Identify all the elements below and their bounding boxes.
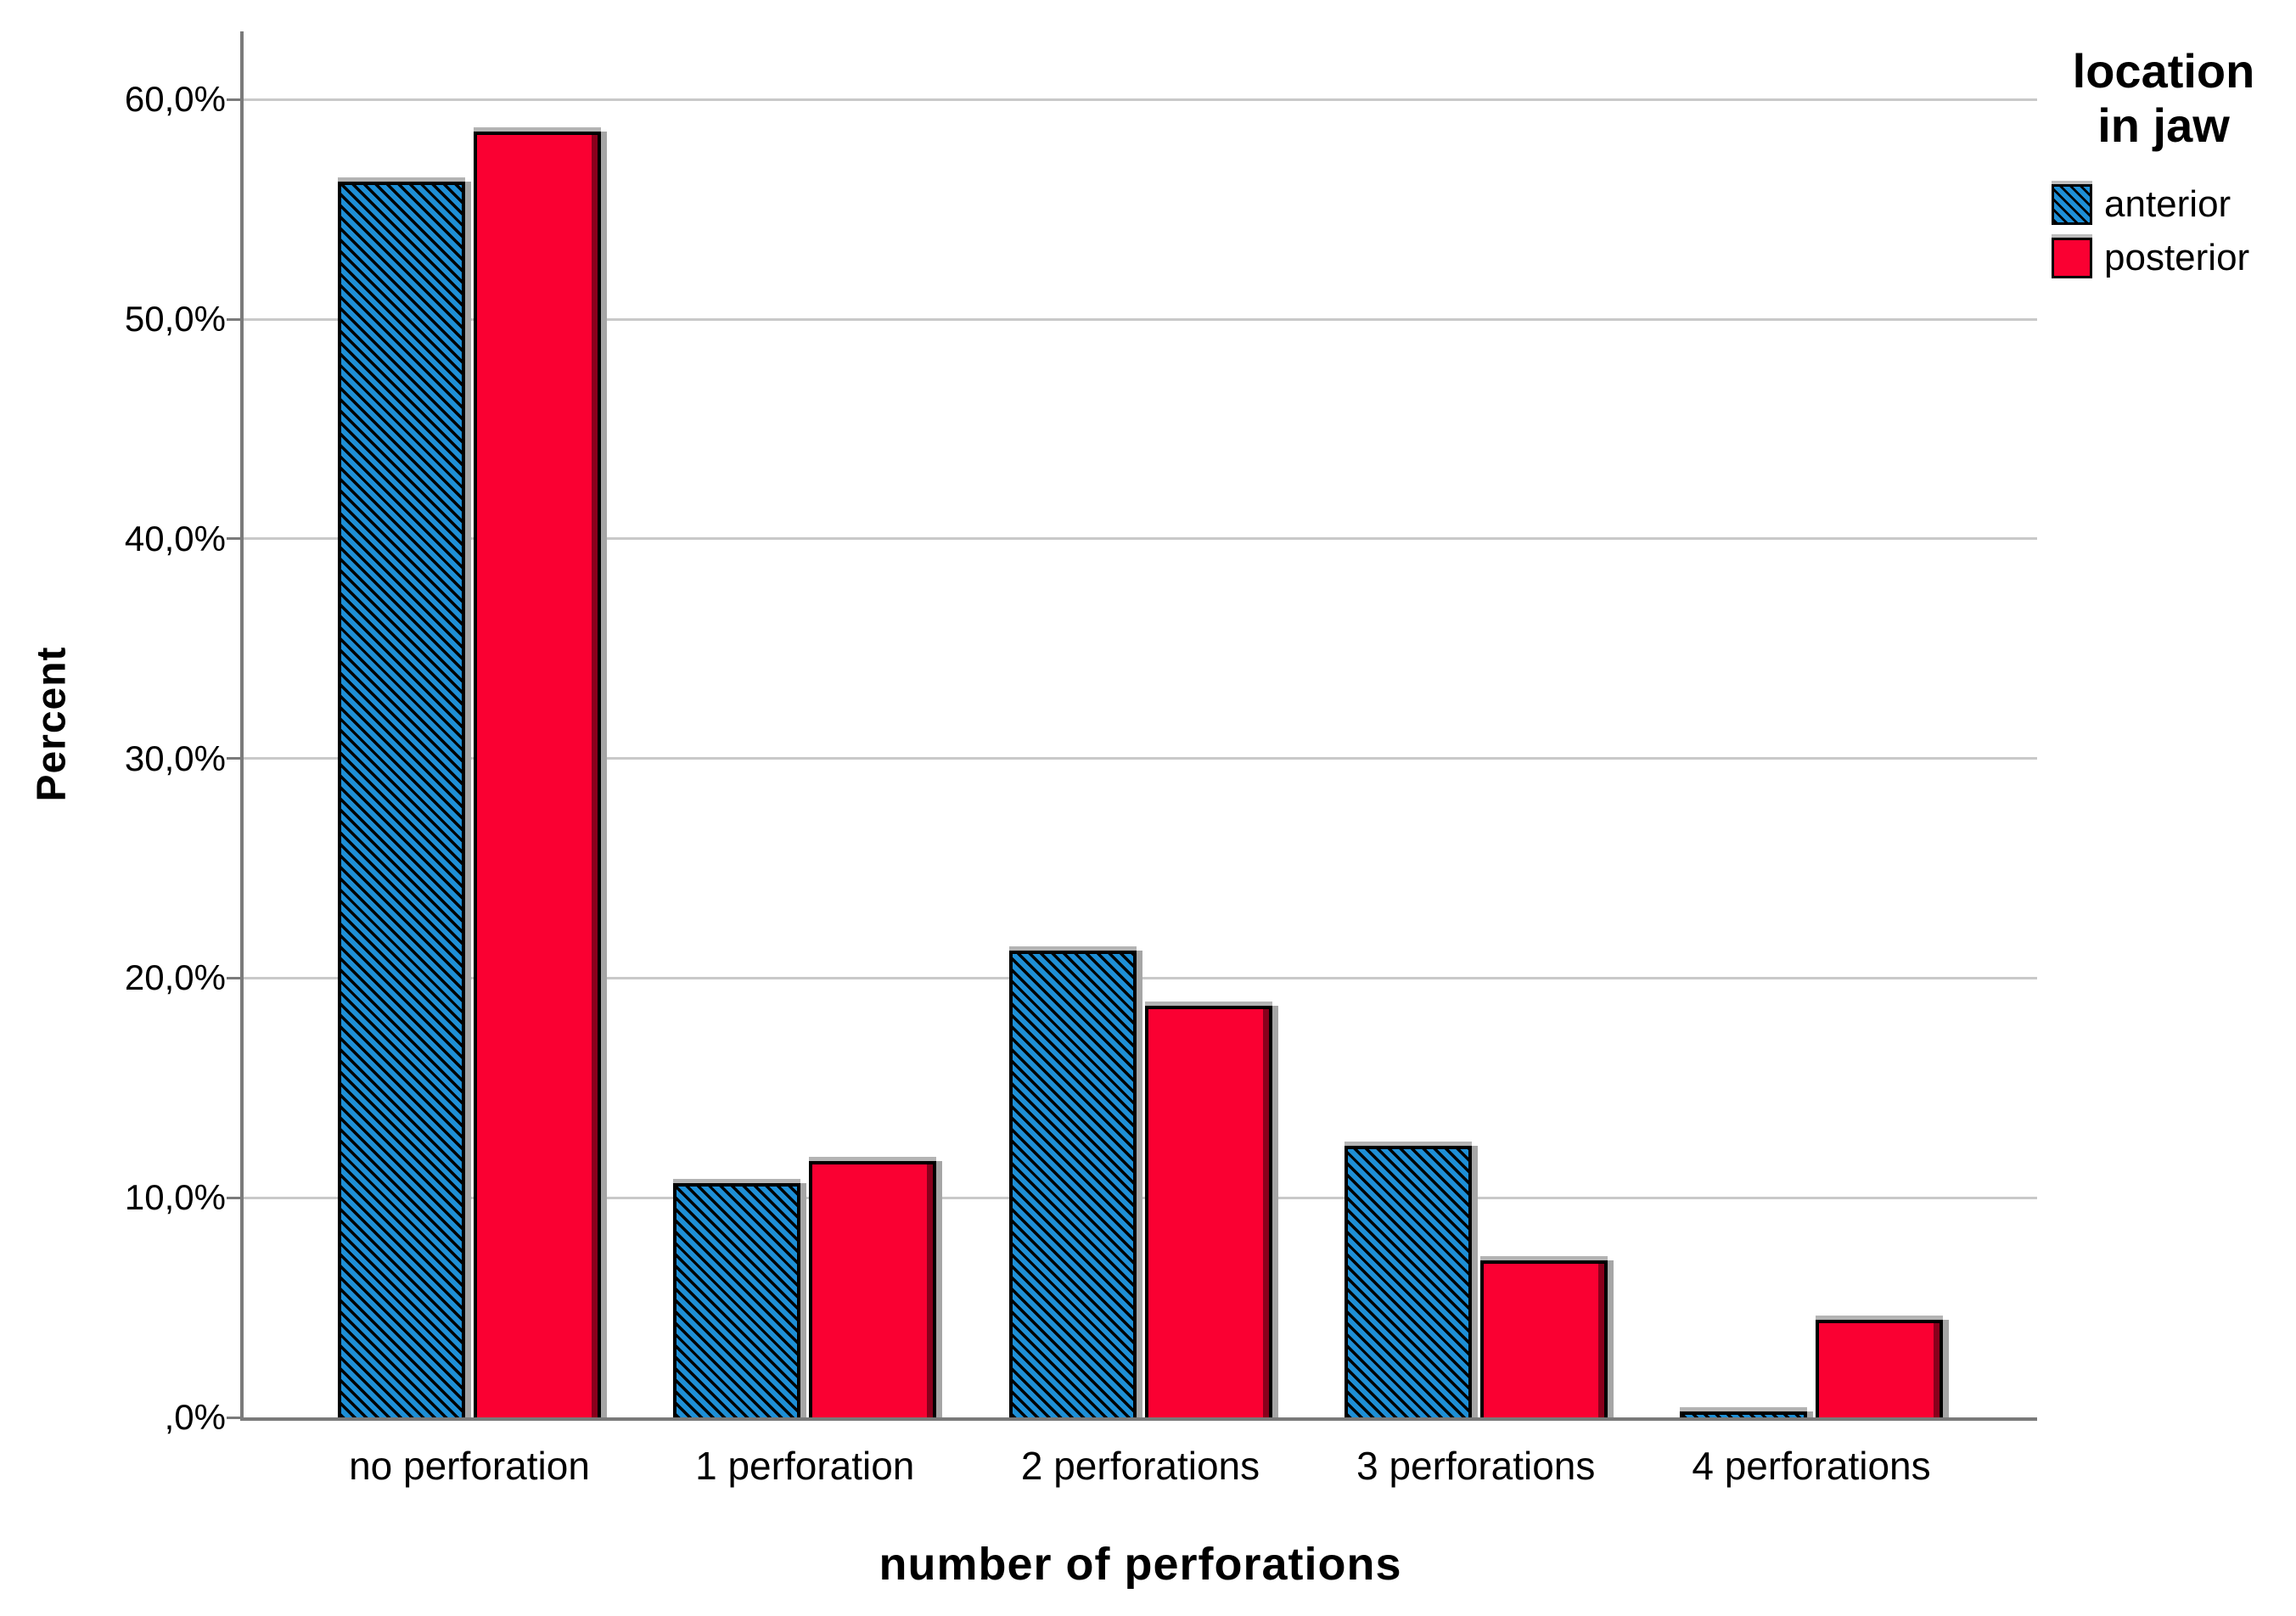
bar-anterior-1-perforation <box>673 1183 801 1417</box>
y-tick-label-60: 60,0% <box>124 79 226 120</box>
x-tick-label-no-perforation: no perforation <box>349 1444 590 1488</box>
bar-posterior-no-perforation <box>474 131 601 1417</box>
bar-posterior-2-perforations <box>1144 1005 1272 1417</box>
bar-posterior-3-perforations <box>1479 1260 1608 1417</box>
legend-item-posterior: posterior <box>2052 238 2288 278</box>
y-axis-title: Percent <box>29 646 75 802</box>
legend-title: location in jaw <box>2040 44 2288 153</box>
legend-label-anterior: anterior <box>2104 183 2231 225</box>
y-tick-60 <box>227 98 240 101</box>
y-tick-10 <box>227 1196 240 1199</box>
y-tick-label-20: 20,0% <box>124 957 226 998</box>
gridline-30 <box>244 757 2037 760</box>
y-tick-label-10: 10,0% <box>124 1177 226 1218</box>
y-tick-20 <box>227 976 240 979</box>
gridline-10 <box>244 1196 2037 1199</box>
bar-anterior-4-perforations <box>1680 1411 1807 1417</box>
gridline-20 <box>244 976 2037 979</box>
y-tick-label-50: 50,0% <box>124 299 226 339</box>
bar-anterior-no-perforation <box>338 182 465 1417</box>
gridline-40 <box>244 537 2037 541</box>
legend-title-line2: in jaw <box>2097 98 2230 152</box>
legend-swatch-posterior <box>2052 238 2092 278</box>
y-tick-40 <box>227 537 240 541</box>
x-tick-label-3-perforations: 3 perforations <box>1356 1444 1596 1488</box>
x-tick-label-4-perforations: 4 perforations <box>1692 1444 1931 1488</box>
y-tick-label-0: ,0% <box>164 1397 226 1437</box>
legend-item-anterior: anterior <box>2052 184 2288 225</box>
plot-area: ,0% 10,0% 20,0% 30,0% 40,0% 50,0% 60,0% no perf… <box>125 31 2037 1486</box>
legend-label-posterior: posterior <box>2104 237 2250 278</box>
bar-posterior-4-perforations <box>1816 1319 1943 1417</box>
y-tick-30 <box>227 757 240 760</box>
y-tick-label-40: 40,0% <box>124 518 226 558</box>
x-axis-title: number of perforations <box>879 1539 1402 1590</box>
x-tick-label-2-perforations: 2 perforations <box>1020 1444 1260 1488</box>
y-tick-label-30: 30,0% <box>124 738 226 778</box>
bar-anterior-3-perforations <box>1344 1146 1472 1417</box>
bar-anterior-2-perforations <box>1008 950 1137 1417</box>
legend-title-line1: location <box>2072 44 2255 98</box>
bar-posterior-1-perforation <box>809 1161 937 1417</box>
gridline-50 <box>244 317 2037 321</box>
legend-swatch-anterior <box>2052 184 2092 225</box>
gridline-60 <box>244 98 2037 101</box>
x-tick-label-1-perforation: 1 perforation <box>695 1444 915 1488</box>
y-tick-50 <box>227 317 240 321</box>
y-tick-0 <box>227 1416 240 1419</box>
legend-items: anterior posterior <box>2052 184 2288 278</box>
legend: location in jaw anterior posterior <box>2040 44 2288 291</box>
